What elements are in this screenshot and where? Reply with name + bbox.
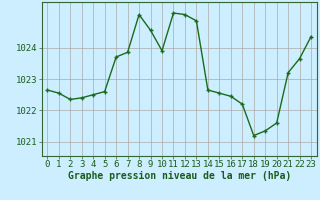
X-axis label: Graphe pression niveau de la mer (hPa): Graphe pression niveau de la mer (hPa)	[68, 171, 291, 181]
